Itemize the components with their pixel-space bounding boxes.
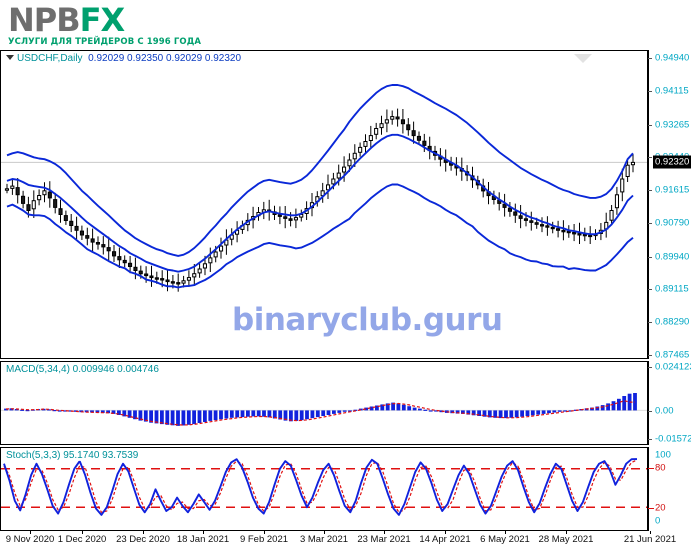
time-axis-label: 9 Feb 2021 — [239, 534, 289, 545]
time-axis-label: 6 May 2021 — [480, 534, 530, 545]
macd-axis[interactable]: 0.024123 0.00 -0.015723 — [648, 361, 691, 445]
time-axis[interactable]: 9 Nov 2020 1 Dec 2020 23 Dec 2020 18 Jan 20… — [0, 531, 691, 549]
time-axis-label: 18 Jan 2021 — [176, 534, 230, 545]
price-axis-tick — [648, 355, 652, 356]
price-axis-label: 0.89115 — [655, 283, 689, 295]
time-axis-label: 3 Mar 2021 — [299, 534, 349, 545]
price-axis-label: 0.94940 — [655, 52, 690, 64]
time-axis-label: 14 Apr 2021 — [419, 534, 471, 545]
price-axis-tick — [648, 322, 652, 324]
price-axis-label: 0.88290 — [655, 316, 690, 328]
macd-axis-tick — [648, 367, 652, 368]
time-axis-tick — [143, 531, 144, 534]
time-axis-tick — [384, 531, 385, 534]
time-axis-label: 23 Mar 2021 — [357, 534, 411, 545]
time-axis-tick — [505, 531, 506, 534]
price-axis-tick — [648, 222, 652, 224]
time-axis-label: 23 Dec 2020 — [116, 534, 170, 545]
macd-axis-label: -0.015723 — [655, 433, 691, 445]
brand-header: NPBFX УСЛУГИ ДЛЯ ТРЕЙДЕРОВ С 1996 ГОДА — [0, 0, 691, 50]
stochastic-panel[interactable]: Stoch(5,3,3) 95.1740 93.7539 — [0, 447, 648, 531]
time-axis-tick — [30, 531, 31, 534]
time-axis-label: 28 May 2021 — [538, 534, 594, 545]
price-axis-label: 0.87465 — [655, 349, 690, 361]
time-axis-label: 9 Nov 2020 — [5, 534, 55, 545]
price-axis-tick — [648, 90, 652, 92]
price-axis-label: 0.94115 — [655, 85, 689, 97]
price-plot — [1, 51, 647, 358]
price-axis-tick — [648, 190, 652, 192]
stochastic-axis-tick — [648, 507, 654, 509]
price-axis-tick — [648, 157, 652, 159]
time-axis-tick — [264, 531, 265, 534]
macd-axis-label: 0.024123 — [655, 361, 691, 373]
ohlc-values: 0.92029 0.92350 0.92029 0.92320 — [88, 53, 242, 64]
price-axis-label: 0.89940 — [655, 251, 690, 263]
time-axis-tick — [566, 531, 567, 534]
price-axis-label: 0.91615 — [655, 184, 690, 196]
time-axis-tick — [82, 531, 83, 534]
stochastic-axis-label: 0 — [655, 515, 661, 527]
time-axis-tick — [324, 531, 325, 534]
stochastic-axis-label: 100 — [655, 449, 671, 461]
logo: NPBFX УСЛУГИ ДЛЯ ТРЕЙДЕРОВ С 1996 ГОДА — [8, 4, 201, 47]
price-axis-line — [648, 50, 649, 359]
stochastic-axis[interactable]: 100 80 20 0 — [648, 447, 691, 531]
time-axis-tick — [203, 531, 204, 534]
macd-axis-tick — [648, 410, 652, 412]
time-axis-tick — [650, 531, 651, 534]
stochastic-plot — [1, 448, 647, 530]
macd-axis-line — [648, 361, 649, 445]
macd-panel-label: MACD(5,34,4) 0.009946 0.004746 — [5, 364, 160, 375]
scroll-marker-icon — [574, 54, 592, 63]
macd-panel[interactable]: MACD(5,34,4) 0.009946 0.004746 — [0, 361, 648, 445]
current-price-label: 0.92320 — [653, 155, 691, 169]
logo-f: F — [79, 1, 102, 39]
symbol-label: USDCHF,Daily — [17, 53, 83, 64]
chart-area[interactable]: USDCHF,Daily 0.92029 0.92350 0.92029 0.9… — [0, 50, 691, 549]
collapse-triangle-icon[interactable] — [6, 54, 14, 60]
macd-axis-tick — [648, 439, 652, 440]
logo-tagline: УСЛУГИ ДЛЯ ТРЕЙДЕРОВ С 1996 ГОДА — [8, 37, 202, 47]
price-axis-tick — [648, 289, 652, 291]
price-panel-label: USDCHF,Daily 0.92029 0.92350 0.92029 0.9… — [5, 53, 243, 64]
macd-plot — [1, 362, 647, 444]
price-chart-panel[interactable]: USDCHF,Daily 0.92029 0.92350 0.92029 0.9… — [0, 50, 648, 359]
logo-x: X — [100, 1, 125, 39]
price-axis-label: 0.90790 — [655, 217, 690, 229]
stochastic-panel-label: Stoch(5,3,3) 95.1740 93.7539 — [5, 450, 140, 461]
stochastic-axis-label: 20 — [655, 502, 666, 514]
time-axis-label: 21 Jun 2021 — [623, 534, 677, 545]
logo-text: NPBFX — [8, 4, 201, 36]
price-axis-tick — [648, 58, 652, 59]
time-axis-label: 1 Dec 2020 — [57, 534, 107, 545]
stochastic-axis-tick — [648, 468, 654, 470]
price-axis-tick — [648, 256, 652, 258]
price-axis-label: 0.93265 — [655, 119, 690, 131]
stochastic-axis-label: 80 — [655, 462, 666, 474]
macd-axis-label: 0.00 — [655, 405, 674, 417]
time-axis-tick — [445, 531, 446, 534]
stochastic-axis-line — [648, 447, 649, 531]
price-axis-tick — [648, 124, 652, 126]
logo-npb: NPB — [8, 1, 81, 39]
price-axis[interactable]: 0.949400.941150.932650.924400.916150.907… — [648, 50, 691, 361]
